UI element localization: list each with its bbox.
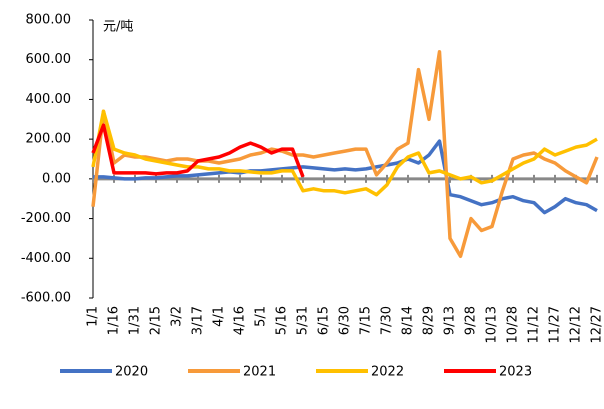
y-tick-label: 800.00 xyxy=(26,13,72,28)
x-tick-label: 5/1 xyxy=(254,306,269,327)
y-tick-label: 400.00 xyxy=(26,92,72,107)
x-tick-label: 6/30 xyxy=(338,306,353,335)
legend-label: 2021 xyxy=(243,365,276,380)
y-tick-label: 600.00 xyxy=(26,52,72,67)
x-tick-label: 3/2 xyxy=(170,306,185,327)
y-tick-label: -200.00 xyxy=(21,211,71,226)
y-tick-label: -400.00 xyxy=(21,251,71,266)
x-tick-label: 5/31 xyxy=(296,306,311,335)
x-tick-label: 2/15 xyxy=(149,306,164,335)
x-tick-label: 10/28 xyxy=(506,306,521,343)
series-line xyxy=(93,139,598,215)
series-line xyxy=(91,50,599,259)
x-tick-label: 12/27 xyxy=(590,306,604,343)
legend-label: 2022 xyxy=(371,365,404,380)
series-line xyxy=(91,123,305,178)
x-tick-label: 4/1 xyxy=(212,306,227,327)
x-tick-label: 9/28 xyxy=(464,306,479,335)
y-tick-label: 200.00 xyxy=(26,132,72,147)
x-tick-label: 1/31 xyxy=(128,306,143,335)
x-tick-label: 5/16 xyxy=(275,306,290,335)
x-tick-label: 7/15 xyxy=(359,306,374,335)
x-tick-label: 12/12 xyxy=(569,306,584,343)
y-tick-label: 0.00 xyxy=(42,171,71,186)
x-tick-label: 11/12 xyxy=(527,306,542,343)
series-line xyxy=(91,109,598,197)
x-tick-label: 6/15 xyxy=(317,306,332,335)
legend-label: 2023 xyxy=(499,365,532,380)
legend-label: 2020 xyxy=(115,365,148,380)
x-tick-label: 10/13 xyxy=(485,306,500,343)
x-tick-label: 3/17 xyxy=(191,306,206,335)
y-tick-label: -600.00 xyxy=(21,291,71,306)
y-unit: 元/吨 xyxy=(103,20,133,35)
x-tick-label: 8/14 xyxy=(401,306,416,335)
x-tick-label: 1/16 xyxy=(107,306,122,335)
x-tick-label: 4/16 xyxy=(233,306,248,335)
x-tick-label: 9/13 xyxy=(443,306,458,335)
x-tick-label: 7/30 xyxy=(380,306,395,335)
x-tick-label: 11/27 xyxy=(548,306,563,343)
x-tick-label: 1/1 xyxy=(86,306,101,327)
x-tick-label: 8/29 xyxy=(422,306,437,335)
